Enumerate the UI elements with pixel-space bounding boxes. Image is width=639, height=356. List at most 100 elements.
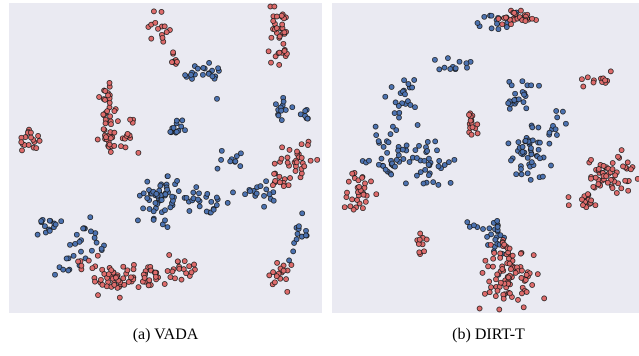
red-point [588, 156, 594, 163]
red-point [499, 266, 506, 272]
red-point [151, 8, 157, 15]
red-point [503, 14, 509, 21]
blue-point [436, 66, 443, 73]
red-point [485, 263, 491, 270]
red-point [273, 273, 280, 280]
red-point [108, 121, 114, 128]
blue-point [471, 222, 477, 229]
blue-point [230, 189, 236, 196]
blue-point [400, 156, 407, 162]
red-point [529, 282, 536, 288]
red-point [497, 279, 504, 286]
red-point [94, 136, 101, 143]
blue-point [441, 162, 448, 168]
red-point [518, 275, 525, 281]
red-point [523, 289, 530, 295]
red-point [120, 275, 127, 282]
red-point [590, 183, 597, 190]
blue-point [58, 218, 65, 225]
red-point [180, 266, 187, 272]
red-point [170, 49, 176, 56]
blue-point [519, 144, 526, 150]
blue-point [396, 114, 402, 121]
blue-point [447, 180, 454, 186]
blue-point [424, 148, 431, 154]
blue-point [98, 245, 105, 252]
red-point [280, 40, 287, 47]
blue-point [518, 166, 524, 172]
blue-point [46, 217, 53, 224]
red-point [495, 15, 502, 22]
red-point [607, 68, 614, 75]
red-point [517, 250, 524, 257]
blue-point [426, 172, 432, 179]
red-point [482, 290, 488, 297]
blue-point [158, 197, 165, 203]
blue-point [91, 234, 98, 241]
red-point [505, 274, 512, 281]
blue-point [406, 159, 413, 165]
blue-point [380, 144, 387, 150]
red-point [482, 257, 489, 264]
blue-point [224, 200, 231, 206]
red-point [152, 273, 159, 280]
blue-point [535, 146, 542, 153]
vada-scatter-panel [9, 3, 322, 313]
blue-point [34, 231, 41, 238]
blue-point [414, 122, 421, 128]
red-point [188, 269, 195, 276]
blue-point [420, 180, 427, 187]
red-point [116, 294, 123, 301]
blue-point [183, 194, 190, 201]
red-point [494, 271, 501, 278]
blue-point [388, 84, 395, 90]
blue-point [261, 203, 267, 210]
blue-point [366, 157, 372, 164]
red-point [288, 262, 295, 268]
blue-point [304, 115, 311, 122]
blue-point [179, 117, 186, 124]
blue-point [150, 208, 157, 215]
red-point [292, 168, 299, 174]
red-point [164, 268, 171, 274]
red-point [103, 134, 109, 141]
blue-point [164, 224, 171, 230]
red-point [609, 166, 616, 172]
red-point [279, 144, 285, 151]
blue-point [424, 139, 431, 145]
red-point [579, 196, 585, 203]
red-point [89, 265, 96, 272]
red-point [356, 184, 362, 190]
red-point [602, 77, 608, 84]
blue-point [375, 138, 382, 144]
red-point [479, 270, 486, 276]
red-point [474, 121, 481, 128]
red-point [620, 163, 626, 170]
red-point [344, 189, 350, 196]
blue-point [412, 147, 419, 153]
red-point [541, 295, 548, 302]
blue-point [402, 91, 408, 98]
blue-point [373, 132, 380, 138]
red-point [487, 241, 494, 248]
blue-point [162, 217, 168, 224]
blue-point [529, 124, 536, 131]
blue-point [505, 140, 512, 147]
blue-point [388, 171, 395, 178]
red-point [107, 113, 113, 120]
red-point [122, 144, 129, 151]
red-point [124, 267, 131, 274]
red-point [102, 88, 109, 94]
blue-point [76, 239, 83, 245]
blue-point [237, 163, 244, 169]
blue-point [218, 157, 224, 163]
red-point [106, 80, 113, 86]
red-point [618, 185, 625, 192]
red-point [467, 117, 474, 124]
blue-point [247, 188, 253, 195]
blue-point [520, 99, 527, 105]
blue-point [512, 90, 518, 97]
blue-point [194, 65, 201, 72]
blue-point [414, 155, 420, 161]
red-point [115, 118, 121, 124]
